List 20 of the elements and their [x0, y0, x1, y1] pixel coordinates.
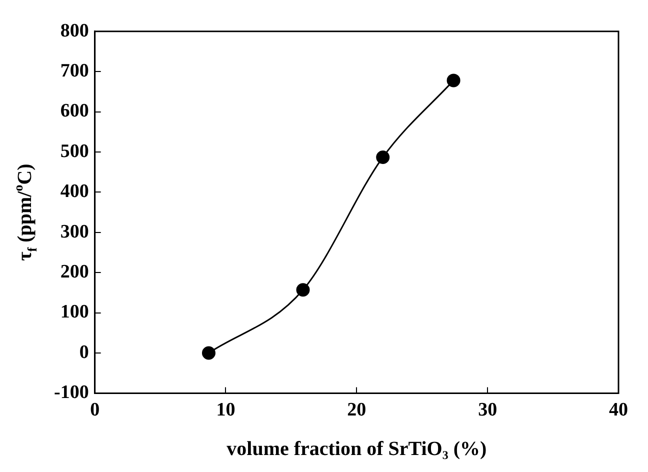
y-tick-label: 800 — [60, 20, 89, 42]
point — [202, 346, 216, 360]
x-axis-title: volume fraction of SrTiO₃ (%) — [226, 438, 487, 460]
point — [446, 74, 460, 88]
y-tick-label: 300 — [60, 221, 89, 242]
x-tick-label: 10 — [216, 400, 236, 421]
point — [296, 283, 310, 297]
y-tick-label: 700 — [60, 60, 89, 82]
y-tick-label: 500 — [60, 140, 89, 162]
x-tick-label: 30 — [478, 400, 498, 421]
y-tick-label: -100 — [54, 382, 89, 404]
y-tick-label: 600 — [60, 100, 89, 122]
y-tick-label: 200 — [60, 262, 89, 283]
y-tick-label: 400 — [60, 181, 89, 202]
point — [376, 150, 390, 164]
x-tick-label: 40 — [609, 400, 628, 421]
y-tick-label: 0 — [79, 342, 89, 363]
y-axis-title: τf (ppm/oC) — [10, 164, 40, 261]
x-tick-label: 20 — [347, 400, 366, 421]
y-tick-label: 100 — [60, 302, 89, 323]
